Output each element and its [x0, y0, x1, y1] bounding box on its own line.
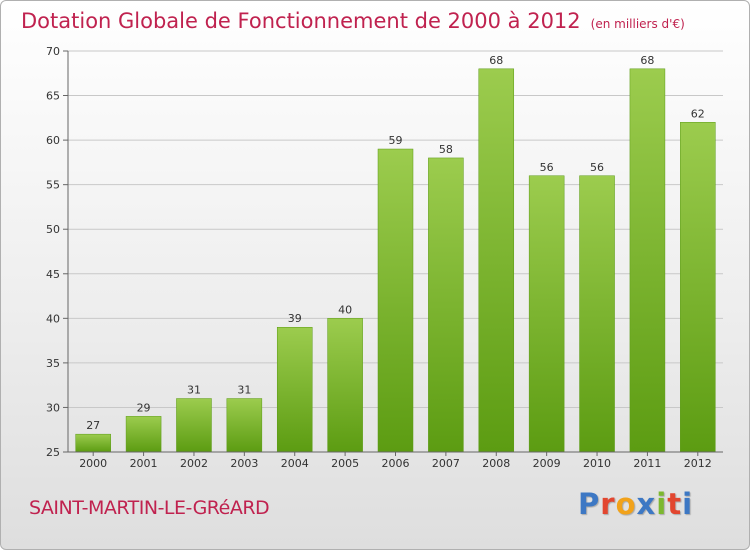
y-tick-label: 60	[46, 134, 60, 147]
x-tick-label-2011: 2011	[633, 457, 661, 470]
bar-2009	[528, 175, 565, 453]
data-label-2011: 68	[640, 54, 654, 67]
bar-2002	[176, 398, 212, 453]
data-label-2002: 31	[187, 384, 201, 397]
data-label-2006: 59	[389, 134, 403, 147]
y-tick-label: 50	[46, 223, 60, 236]
commune-name: SAINT-MARTIN-LE-GRéARD	[29, 497, 270, 519]
data-label-2004: 39	[288, 312, 302, 325]
data-label-2009: 56	[540, 161, 554, 174]
bar-2003	[226, 398, 263, 453]
logo-letter: P	[578, 487, 601, 521]
axes: 25 30 35 40 45 50 55 60 65 70 2000 2001 2002 2003 2004…	[46, 45, 723, 470]
proxiti-logo: Proxiti	[578, 487, 693, 521]
data-label-2001: 29	[137, 401, 151, 414]
y-tick-label: 30	[46, 401, 60, 414]
bar-2000	[75, 433, 111, 453]
x-tick-label-2005: 2005	[331, 457, 359, 470]
x-tick-label-2010: 2010	[583, 457, 611, 470]
y-tick-label: 70	[46, 45, 60, 58]
y-tick-label: 35	[46, 357, 60, 370]
x-tick-label-2012: 2012	[684, 457, 712, 470]
data-label-2010: 56	[590, 161, 604, 174]
x-tick-label-2001: 2001	[130, 457, 158, 470]
bar-2004	[276, 326, 313, 453]
y-tick-label: 65	[46, 90, 60, 103]
x-tick-label-2002: 2002	[180, 457, 208, 470]
x-tick-label-2007: 2007	[432, 457, 460, 470]
bar-2008	[478, 68, 515, 453]
y-tick-label: 55	[46, 179, 60, 192]
bar-2007	[428, 157, 464, 453]
data-label-2005: 40	[338, 303, 352, 316]
logo-letter: i	[682, 487, 694, 521]
bar-2001	[125, 416, 162, 453]
data-label-2008: 68	[489, 54, 503, 67]
x-tick-label-2000: 2000	[79, 457, 107, 470]
bar-2011	[629, 68, 666, 453]
bars: 27 29 31 31 39 40 59 58 68 56 56 68 62	[75, 54, 716, 453]
x-tick-label-2004: 2004	[281, 457, 309, 470]
bar-2005	[327, 318, 363, 453]
x-tick-label-2003: 2003	[230, 457, 258, 470]
bar-2006	[377, 148, 414, 453]
bar-2012	[680, 122, 716, 453]
y-tick-label: 40	[46, 312, 60, 325]
logo-letter: r	[600, 487, 616, 521]
logo-letter: o	[615, 487, 637, 521]
x-tick-label-2006: 2006	[382, 457, 410, 470]
chart-subtitle: (en milliers d'€)	[590, 17, 685, 31]
data-label-2003: 31	[237, 384, 251, 397]
data-label-2007: 58	[439, 143, 453, 156]
data-label-2012: 62	[691, 107, 705, 120]
chart-title-text: Dotation Globale de Fonctionnement de 20…	[21, 9, 581, 33]
chart-title: Dotation Globale de Fonctionnement de 20…	[21, 9, 685, 33]
x-tick-label-2008: 2008	[482, 457, 510, 470]
logo-letter: t	[667, 487, 683, 521]
y-tick-label: 25	[46, 446, 60, 459]
y-tick-label: 45	[46, 268, 60, 281]
logo-letter: x	[636, 487, 657, 521]
data-label-2000: 27	[86, 419, 100, 432]
logo-letter: i	[656, 487, 668, 521]
bar-2010	[579, 175, 615, 453]
x-tick-label-2009: 2009	[533, 457, 561, 470]
